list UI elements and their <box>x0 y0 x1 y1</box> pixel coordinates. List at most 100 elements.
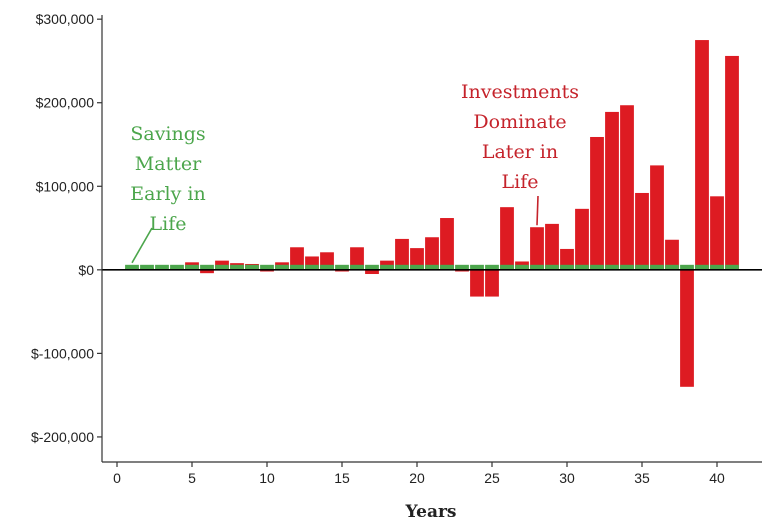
axes-group: $-200,000 $-100,000 $0 $100,000 $200,000 $300… <box>31 11 762 486</box>
savings-bar <box>710 264 724 270</box>
annotation-pointer <box>131 227 153 264</box>
x-tick-label: 25 <box>484 470 500 486</box>
x-tick-label: 30 <box>559 470 575 486</box>
annotation-line: Dominate <box>473 111 566 133</box>
investment-bar <box>485 269 499 297</box>
savings-bar <box>650 264 664 270</box>
y-tick-label: $300,000 <box>36 11 95 27</box>
investment-bar <box>725 55 739 270</box>
investment-bar <box>365 269 379 275</box>
savings-bar <box>695 264 709 270</box>
investment-bar <box>425 237 439 270</box>
savings-bar <box>290 264 304 270</box>
savings-bar <box>395 264 409 270</box>
annotation-line: Later in <box>482 141 558 163</box>
savings-bar <box>275 264 289 270</box>
savings-bar <box>245 264 259 270</box>
investment-bar <box>500 207 514 270</box>
savings-bar <box>140 264 154 270</box>
annotation-line: Savings <box>130 123 205 145</box>
annotation-line: Investments <box>461 81 579 103</box>
savings-bar <box>440 264 454 270</box>
x-tick-label: 10 <box>259 470 275 486</box>
savings-bar <box>620 264 634 270</box>
investment-bar <box>395 238 409 270</box>
savings-bar <box>500 264 514 270</box>
savings-bar <box>185 264 199 270</box>
savings-bar <box>545 264 559 270</box>
investment-bar <box>650 165 664 270</box>
x-tick-label: 40 <box>709 470 725 486</box>
savings-bar <box>365 264 379 270</box>
savings-bar <box>125 264 139 270</box>
savings-bar <box>635 264 649 270</box>
savings-bar <box>455 264 469 270</box>
savings-bar <box>485 264 499 270</box>
y-tick-label: $100,000 <box>36 178 95 194</box>
investment-bar <box>335 269 349 272</box>
x-tick-label: 15 <box>334 470 350 486</box>
investment-bar <box>260 269 274 272</box>
investment-bar <box>665 239 679 270</box>
x-axis-title: Years <box>404 502 456 522</box>
savings-bar <box>575 264 589 270</box>
annotation-line: Life <box>502 171 539 193</box>
investment-bar <box>410 248 424 270</box>
savings-bar <box>260 264 274 270</box>
annotation-line: Life <box>150 213 187 235</box>
savings-bar <box>590 264 604 270</box>
savings-bar <box>470 264 484 270</box>
investment-bar <box>695 40 709 270</box>
savings-bar <box>215 264 229 270</box>
y-tick-label: $200,000 <box>36 95 95 111</box>
savings-bar <box>305 264 319 270</box>
investment-bar <box>290 247 304 270</box>
savings-bar <box>350 264 364 270</box>
savings-bar <box>410 264 424 270</box>
bars-group <box>125 40 739 387</box>
savings-bar <box>425 264 439 270</box>
savings-bar <box>335 264 349 270</box>
savings-bar <box>200 264 214 270</box>
investment-bar <box>560 248 574 270</box>
investment-bar <box>200 269 214 274</box>
investment-bar <box>620 105 634 270</box>
investment-bar <box>680 269 694 387</box>
savings-bar <box>605 264 619 270</box>
y-tick-label: $-200,000 <box>31 429 94 445</box>
savings-bar <box>680 264 694 270</box>
annotations-group: Savings Matter Early in Life Investments Domi… <box>130 81 579 264</box>
investment-bar <box>590 136 604 270</box>
savings-bar <box>725 264 739 270</box>
savings-bar <box>665 264 679 270</box>
savings-bar <box>170 264 184 270</box>
investment-bar <box>530 227 544 270</box>
savings-bar <box>320 264 334 270</box>
savings-bar <box>530 264 544 270</box>
x-tick-label: 5 <box>188 470 196 486</box>
investment-bar <box>350 247 364 270</box>
x-tick-label: 35 <box>634 470 650 486</box>
y-tick-label: $0 <box>78 262 94 278</box>
investment-bar <box>455 269 469 272</box>
x-tick-label: 20 <box>409 470 425 486</box>
annotation-pointer <box>536 195 539 226</box>
investment-bar <box>470 269 484 297</box>
savings-bar <box>560 264 574 270</box>
annotation-line: Early in <box>130 183 205 205</box>
investment-bar <box>605 111 619 270</box>
savings-bar <box>380 264 394 270</box>
investment-bar <box>575 208 589 270</box>
savings-bar <box>230 264 244 270</box>
savings-bar <box>155 264 169 270</box>
investment-bar <box>440 218 454 270</box>
x-tick-label: 0 <box>113 470 121 486</box>
annotation-line: Matter <box>135 153 202 175</box>
y-tick-label: $-100,000 <box>31 345 94 361</box>
investment-bar <box>710 196 724 270</box>
investment-bar <box>545 223 559 270</box>
investments-annotation: Investments Dominate Later in Life <box>461 81 579 193</box>
investment-bar <box>635 192 649 270</box>
savings-annotation: Savings Matter Early in Life <box>130 123 205 235</box>
